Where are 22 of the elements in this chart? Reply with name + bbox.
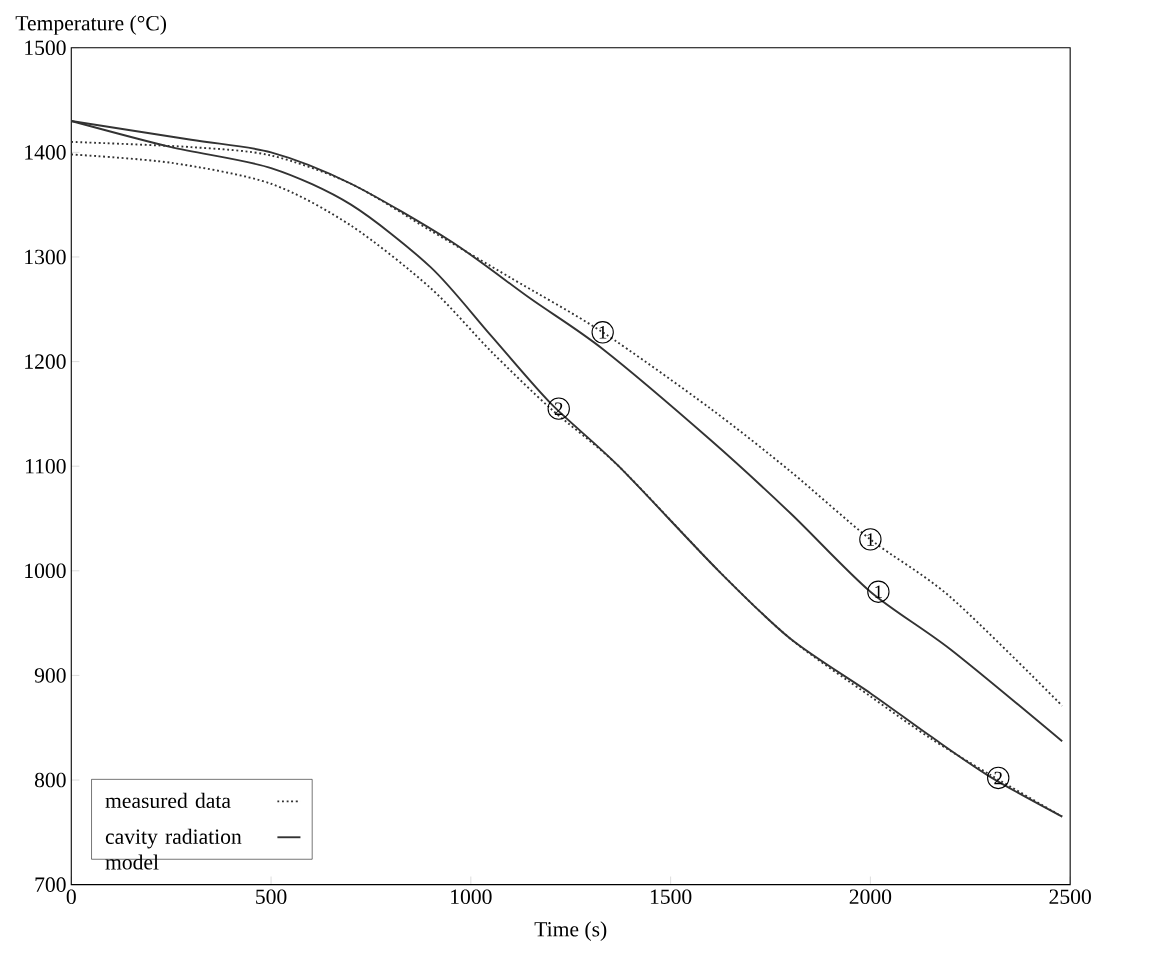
x-tick-label: 2000 xyxy=(849,889,892,905)
legend-label: cavity radiation model xyxy=(105,828,242,870)
annotation: 1 xyxy=(875,585,882,599)
y-tick-label: 1200 xyxy=(25,354,66,370)
y-tick-label: 1400 xyxy=(25,145,66,160)
x-tick-label: 2500 xyxy=(1049,889,1091,905)
y-axis-title: Temperature (°C) xyxy=(15,15,167,36)
x-tick-label: 1000 xyxy=(451,889,492,905)
x-axis-title: Time (s) xyxy=(534,921,607,942)
annotation: 1 xyxy=(599,326,607,339)
y-tick-label: 1000 xyxy=(25,563,66,579)
annotation: 1 xyxy=(867,533,874,546)
x-tick-label: 500 xyxy=(256,889,287,905)
x-tick-label: 0 xyxy=(66,889,76,905)
y-tick-label: 1500 xyxy=(25,40,66,56)
y-tick-label: 1100 xyxy=(26,459,66,474)
y-tick-label: 900 xyxy=(34,668,66,683)
x-tick-label: 1500 xyxy=(650,889,692,905)
legend-label: measured data xyxy=(105,793,231,809)
y-tick-label: 1300 xyxy=(25,249,66,265)
y-tick-label: 700 xyxy=(35,877,66,893)
y-tick-label: 800 xyxy=(34,772,66,788)
